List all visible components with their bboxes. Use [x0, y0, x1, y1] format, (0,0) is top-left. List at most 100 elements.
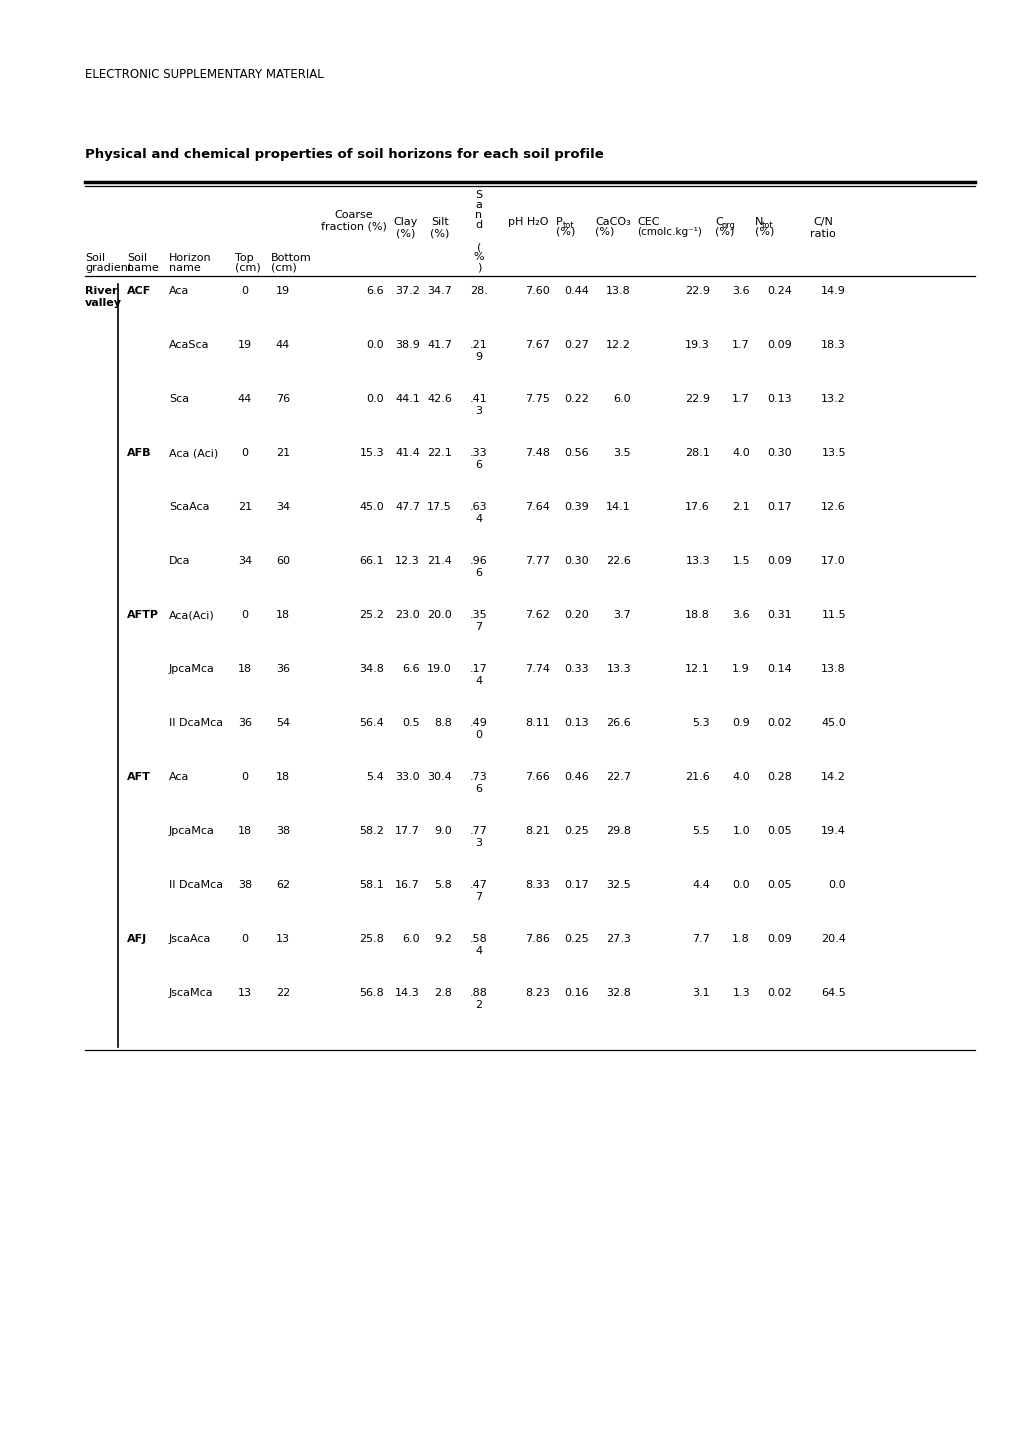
Text: 13.3: 13.3 [685, 556, 709, 566]
Text: .33
6: .33 6 [470, 447, 487, 469]
Text: .41
3: .41 3 [470, 394, 487, 416]
Text: 5.5: 5.5 [692, 825, 709, 835]
Text: 3.5: 3.5 [612, 447, 631, 457]
Text: 36: 36 [237, 719, 252, 729]
Text: 0.13: 0.13 [564, 719, 588, 729]
Text: 17.6: 17.6 [685, 502, 709, 512]
Text: Coarse
fraction (%): Coarse fraction (%) [321, 211, 386, 231]
Text: 28.: 28. [470, 286, 487, 296]
Text: 11.5: 11.5 [820, 610, 845, 620]
Text: 7.64: 7.64 [525, 502, 549, 512]
Text: 36: 36 [276, 664, 289, 674]
Text: 12.2: 12.2 [605, 341, 631, 351]
Text: (%): (%) [754, 227, 773, 237]
Text: 0.30: 0.30 [766, 447, 791, 457]
Text: 45.0: 45.0 [359, 502, 383, 512]
Text: 13.2: 13.2 [820, 394, 845, 404]
Text: n: n [475, 211, 482, 219]
Text: 8.23: 8.23 [525, 988, 549, 999]
Text: 17.5: 17.5 [427, 502, 451, 512]
Text: 13.3: 13.3 [605, 664, 631, 674]
Text: (: ( [476, 242, 481, 253]
Text: 0.09: 0.09 [766, 341, 791, 351]
Text: 1.7: 1.7 [732, 341, 749, 351]
Text: 4.0: 4.0 [732, 772, 749, 782]
Text: .63
4: .63 4 [470, 502, 487, 524]
Text: 1.7: 1.7 [732, 394, 749, 404]
Text: 21: 21 [237, 502, 252, 512]
Text: 5.3: 5.3 [692, 719, 709, 729]
Text: (cm): (cm) [234, 263, 261, 273]
Text: .88
2: .88 2 [470, 988, 487, 1010]
Text: N: N [754, 216, 762, 227]
Text: 42.6: 42.6 [427, 394, 451, 404]
Text: 6.6: 6.6 [366, 286, 383, 296]
Text: .21
9: .21 9 [470, 341, 487, 362]
Text: 20.4: 20.4 [820, 934, 845, 944]
Text: Soil: Soil [85, 253, 105, 263]
Text: 3.6: 3.6 [732, 286, 749, 296]
Text: 38.9: 38.9 [394, 341, 420, 351]
Text: 21.4: 21.4 [427, 556, 451, 566]
Text: 6.0: 6.0 [612, 394, 631, 404]
Text: Aca: Aca [169, 286, 190, 296]
Text: Horizon: Horizon [169, 253, 211, 263]
Text: 0.25: 0.25 [564, 825, 588, 835]
Text: 34: 34 [276, 502, 289, 512]
Text: II DcaMca: II DcaMca [169, 719, 223, 729]
Text: 0.0: 0.0 [732, 880, 749, 890]
Text: Clay
(%): Clay (%) [393, 216, 418, 238]
Text: (cmolc.kg⁻¹): (cmolc.kg⁻¹) [637, 227, 701, 237]
Text: 34: 34 [237, 556, 252, 566]
Text: AFJ: AFJ [127, 934, 147, 944]
Text: 2.1: 2.1 [732, 502, 749, 512]
Text: 5.4: 5.4 [366, 772, 383, 782]
Text: 25.8: 25.8 [359, 934, 383, 944]
Text: 13.5: 13.5 [820, 447, 845, 457]
Text: 47.7: 47.7 [394, 502, 420, 512]
Text: 17.7: 17.7 [394, 825, 420, 835]
Text: 41.4: 41.4 [394, 447, 420, 457]
Text: 33.0: 33.0 [395, 772, 420, 782]
Text: 54: 54 [276, 719, 289, 729]
Text: ELECTRONIC SUPPLEMENTARY MATERIAL: ELECTRONIC SUPPLEMENTARY MATERIAL [85, 68, 323, 81]
Text: 0: 0 [242, 934, 249, 944]
Text: 9.2: 9.2 [434, 934, 451, 944]
Text: Dca: Dca [169, 556, 191, 566]
Text: 8.11: 8.11 [525, 719, 549, 729]
Text: 60: 60 [276, 556, 289, 566]
Text: 0.17: 0.17 [564, 880, 588, 890]
Text: 12.1: 12.1 [685, 664, 709, 674]
Text: 12.6: 12.6 [820, 502, 845, 512]
Text: 17.0: 17.0 [820, 556, 845, 566]
Text: ACF: ACF [127, 286, 151, 296]
Text: .47
7: .47 7 [470, 880, 487, 902]
Text: 7.48: 7.48 [525, 447, 549, 457]
Text: 25.2: 25.2 [359, 610, 383, 620]
Text: AFB: AFB [127, 447, 152, 457]
Text: 0.14: 0.14 [766, 664, 791, 674]
Text: 0.17: 0.17 [766, 502, 791, 512]
Text: 18: 18 [237, 825, 252, 835]
Text: 0.33: 0.33 [564, 664, 588, 674]
Text: %: % [473, 253, 484, 263]
Text: 0: 0 [242, 772, 249, 782]
Text: 19.0: 19.0 [427, 664, 451, 674]
Text: 0: 0 [242, 286, 249, 296]
Text: Physical and chemical properties of soil horizons for each soil profile: Physical and chemical properties of soil… [85, 149, 603, 162]
Text: 0.0: 0.0 [366, 341, 383, 351]
Text: 1.0: 1.0 [732, 825, 749, 835]
Text: .49
0: .49 0 [470, 719, 487, 740]
Text: name: name [169, 263, 201, 273]
Text: 56.8: 56.8 [359, 988, 383, 999]
Text: 0.13: 0.13 [766, 394, 791, 404]
Text: C: C [714, 216, 722, 227]
Text: 0.46: 0.46 [564, 772, 588, 782]
Text: 1.3: 1.3 [732, 988, 749, 999]
Text: JscaAca: JscaAca [169, 934, 211, 944]
Text: 9.0: 9.0 [434, 825, 451, 835]
Text: JscaMca: JscaMca [169, 988, 213, 999]
Text: CEC: CEC [637, 216, 659, 227]
Text: 13: 13 [276, 934, 289, 944]
Text: (%): (%) [714, 227, 734, 237]
